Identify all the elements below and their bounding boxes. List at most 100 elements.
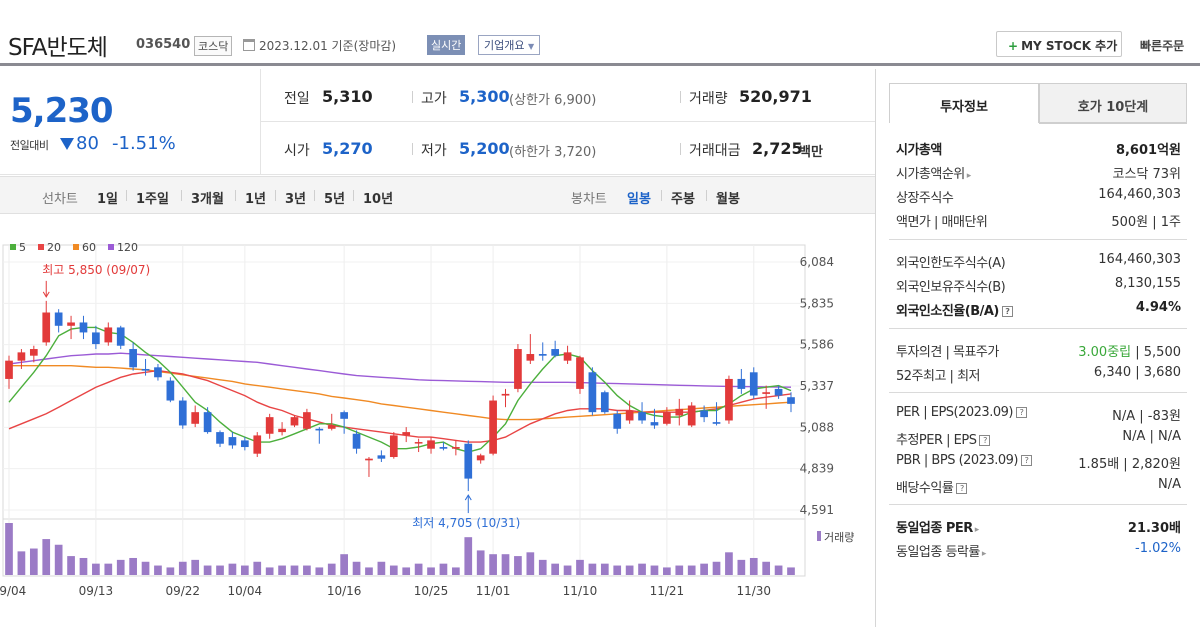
candle-daily[interactable]: 일봉: [627, 192, 651, 207]
period-3m[interactable]: 3개월: [191, 192, 224, 207]
quick-order-label: 빠른주문: [1140, 39, 1185, 53]
volume-bar: [700, 563, 708, 575]
line-chart-label: 선차트: [42, 192, 78, 207]
volume-bar: [240, 565, 249, 575]
company-overview-label: 기업개요: [484, 39, 525, 52]
info-row-market-cap: 시가총액 8,601억원: [896, 139, 1181, 161]
divider: [889, 504, 1187, 505]
candle-body: [414, 442, 423, 444]
divider: [260, 69, 261, 175]
live-badge[interactable]: 실시간: [427, 35, 466, 55]
volume-bar: [476, 550, 485, 575]
help-icon[interactable]: ?: [1015, 407, 1027, 418]
candlestick-chart-svg: 6,084 5,835 5,586 5,337 5,088 4,839 4,591 5 20 60…: [0, 241, 854, 598]
y-tick-label: 5,835: [800, 296, 834, 310]
plot-frame: [2, 244, 806, 577]
per-value: N/A | -83원: [1112, 409, 1181, 424]
candle-body: [278, 428, 286, 433]
volume-bar: [725, 552, 733, 575]
rank-label-wrap[interactable]: 시가총액순위 ▸: [896, 163, 971, 182]
legend-swatch: [10, 244, 16, 250]
change-label: 전일대비: [10, 139, 49, 152]
industry-per-link[interactable]: 동일업종 PER ▸: [896, 517, 979, 536]
volume-bar: [17, 551, 26, 575]
help-icon[interactable]: ?: [956, 483, 968, 494]
help-icon[interactable]: ?: [1020, 455, 1032, 466]
candle-body: [700, 410, 708, 418]
divider: [314, 190, 315, 201]
change-percent: -1.51%: [112, 133, 176, 154]
divider: [412, 143, 413, 155]
y-tick-label: 5,337: [800, 379, 834, 393]
info-row-foreign-ratio: 외국인소진율(B/A)? 4.94%: [896, 300, 1181, 322]
info-row-industry-per: 동일업종 PER ▸ 21.30배: [896, 517, 1181, 539]
industry-change-link[interactable]: 동일업종 등락률 ▸: [896, 541, 986, 560]
candle-body: [116, 327, 125, 346]
volume-bar: [340, 554, 348, 575]
y-tick-label: 6,084: [800, 255, 834, 269]
candle-weekly[interactable]: 주봉: [671, 192, 695, 207]
opinion-value: 3.00중립: [1078, 345, 1132, 360]
period-1w[interactable]: 1주일: [136, 192, 169, 207]
divider: [889, 328, 1187, 329]
volume-bar: [625, 565, 634, 575]
divider: [260, 121, 875, 122]
info-row-est-per: 추정PER | EPS? N/A | N/A: [896, 429, 1181, 451]
help-icon[interactable]: ?: [979, 435, 991, 446]
candle-chart-label: 봉차트: [571, 192, 607, 207]
company-overview-button[interactable]: 기업개요 ▼: [478, 35, 541, 55]
help-icon[interactable]: ?: [1001, 306, 1013, 317]
add-my-stock-button[interactable]: + MY STOCK 추가: [996, 31, 1122, 57]
candle-body: [588, 372, 597, 413]
candle-body: [464, 443, 473, 479]
period-1y[interactable]: 1년: [245, 192, 267, 207]
candle-body: [551, 349, 560, 356]
info-row-foreign-limit: 외국인한도주식수(A) 164,460,303: [896, 252, 1181, 274]
trade-amount-value: 2,725: [752, 139, 803, 158]
prev-close-value: 5,310: [322, 87, 373, 106]
candle-monthly[interactable]: 월봉: [716, 192, 740, 207]
per-label: PER | EPS(2023.09): [896, 405, 1013, 420]
volume-bar: [687, 565, 696, 575]
foreign-hold-value: 8,130,155: [1114, 276, 1181, 291]
ma5-line: [8, 326, 792, 453]
tab-orderbook[interactable]: 호가 10단계: [1039, 83, 1187, 123]
volume-bar: [154, 565, 162, 575]
plus-icon: +: [1008, 39, 1019, 53]
period-3y[interactable]: 3년: [285, 192, 307, 207]
prev-close-label: 전일: [284, 91, 310, 107]
dividend-label: 배당수익률: [896, 481, 954, 496]
volume-bar: [352, 561, 361, 575]
as-of-date: 2023.12.01 기준(장마감): [259, 39, 397, 53]
pbr-label: PBR | BPS (2023.09): [896, 453, 1018, 468]
investment-info-panel: 투자정보 호가 10단계 시가총액 8,601억원 시가총액순위 ▸ 코스닥 73위 …: [875, 69, 1200, 627]
candle-body: [762, 392, 771, 394]
volume-bar: [253, 561, 262, 575]
volume-bar: [42, 539, 51, 575]
quick-order-button[interactable]: 빠른주문: [1140, 37, 1184, 54]
period-10y[interactable]: 10년: [363, 192, 394, 207]
candle-body: [191, 412, 200, 424]
change-value: 80: [76, 133, 99, 154]
tab-orderbook-label: 호가 10단계: [1077, 100, 1149, 115]
period-1d[interactable]: 1일: [97, 192, 119, 207]
volume-bar: [774, 565, 783, 575]
volume-bar: [427, 567, 435, 575]
volume-bar: [650, 565, 659, 575]
candle-body: [737, 378, 746, 389]
tab-investment-info[interactable]: 투자정보: [889, 83, 1039, 123]
est-per-label: 추정PER | EPS: [896, 433, 977, 448]
w52-value: 6,340 | 3,680: [1093, 365, 1181, 380]
legend-label: 60: [82, 241, 96, 254]
volume-bar: [216, 565, 224, 575]
rank-value: 코스닥 73위: [1112, 167, 1181, 182]
price-chart[interactable]: 6,084 5,835 5,586 5,337 5,088 4,839 4,591 5 20 60…: [0, 215, 875, 627]
candle-body: [600, 392, 609, 413]
lower-limit: (하한가 3,720): [509, 145, 597, 160]
period-5y[interactable]: 5년: [324, 192, 346, 207]
candle-body: [439, 447, 448, 449]
volume-bar: [327, 563, 336, 575]
candle-body: [650, 422, 659, 426]
industry-per-value: 21.30배: [1127, 521, 1181, 536]
volume-bar: [278, 565, 286, 575]
